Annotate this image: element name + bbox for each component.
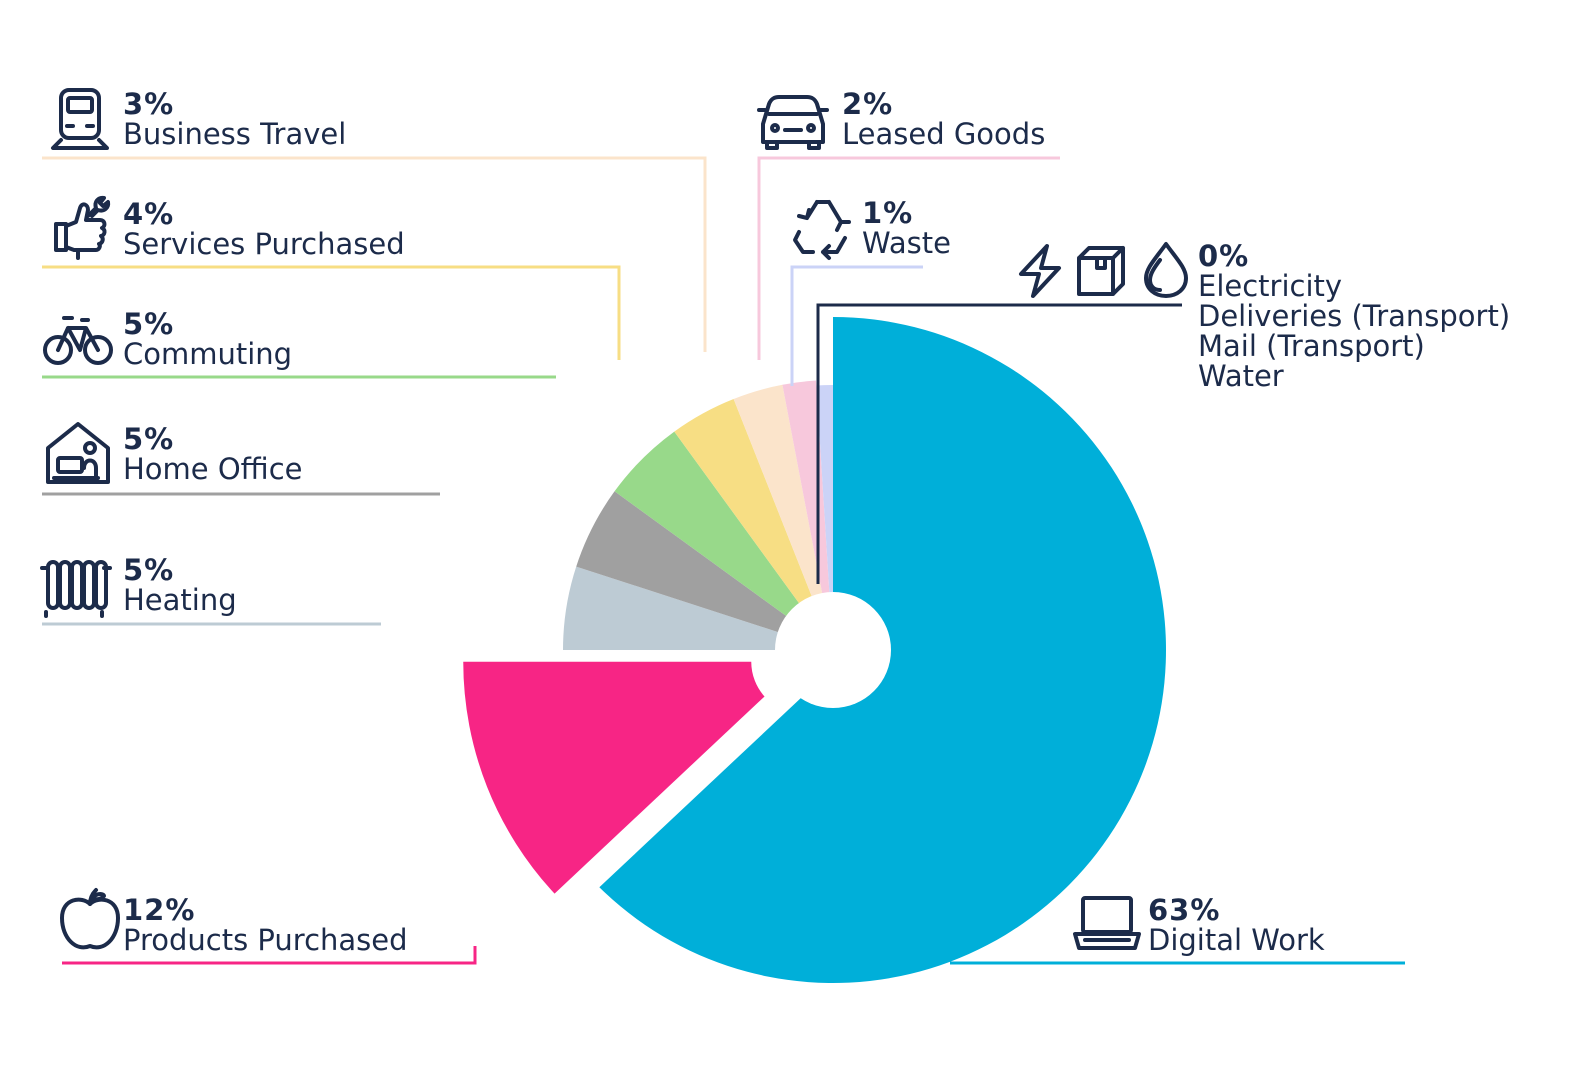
recycle-icon xyxy=(793,200,851,260)
pct-leased-goods: 2% xyxy=(842,87,893,121)
label-waste: Waste xyxy=(862,226,951,260)
leader-leased-goods xyxy=(757,156,1060,360)
label-mail-transport: Mail (Transport) xyxy=(1198,329,1425,363)
pct-zero-group: 0% xyxy=(1198,239,1249,273)
leader-lines xyxy=(42,156,1405,965)
pct-services-purchased: 4% xyxy=(123,197,174,231)
leader-products-purchased xyxy=(62,946,477,965)
lightning-icon xyxy=(1019,244,1061,298)
label-products-purchased: Products Purchased xyxy=(123,923,408,957)
label-deliveries-transport: Deliveries (Transport) xyxy=(1198,299,1510,333)
slice-business-travel xyxy=(733,384,824,602)
package-icon xyxy=(1077,246,1125,296)
pct-home-office: 5% xyxy=(123,422,174,456)
label-services-purchased: Services Purchased xyxy=(123,227,405,261)
leader-zero-group xyxy=(816,303,1182,584)
pct-heating: 5% xyxy=(123,553,174,587)
train-icon xyxy=(51,88,109,150)
slice-commuting xyxy=(614,431,803,620)
pct-waste: 1% xyxy=(862,196,913,230)
slice-products-purchased xyxy=(463,661,766,895)
pct-commuting: 5% xyxy=(123,307,174,341)
pct-products-purchased: 12% xyxy=(123,893,195,927)
water-drop-icon xyxy=(1144,242,1188,298)
car-icon xyxy=(757,95,829,150)
slice-services-purchased xyxy=(674,398,814,608)
label-digital-work: Digital Work xyxy=(1148,923,1325,957)
wrench-hand-icon xyxy=(54,195,111,260)
leader-business-travel xyxy=(42,156,707,352)
slice-heating xyxy=(563,566,784,650)
slice-waste xyxy=(816,385,833,599)
label-water: Water xyxy=(1198,359,1284,393)
leader-waste xyxy=(790,265,923,386)
leader-services-purchased xyxy=(42,265,621,360)
slice-home-office xyxy=(576,491,791,634)
bicycle-icon xyxy=(43,316,113,365)
label-electricity: Electricity xyxy=(1198,269,1342,303)
slice-digital-work xyxy=(590,317,1166,983)
label-commuting: Commuting xyxy=(123,337,292,371)
pie-slices xyxy=(463,317,1166,983)
explode-gap xyxy=(517,640,842,947)
radiator-icon xyxy=(40,560,112,618)
pct-business-travel: 3% xyxy=(123,87,174,121)
label-heating: Heating xyxy=(123,583,237,617)
label-business-travel: Business Travel xyxy=(123,117,346,151)
laptop-icon xyxy=(1073,896,1141,950)
apple-icon xyxy=(60,888,120,950)
legend-icons xyxy=(40,88,1188,950)
label-home-office: Home Office xyxy=(123,452,303,486)
label-leased-goods: Leased Goods xyxy=(842,117,1045,151)
center-hole xyxy=(775,592,891,708)
pct-digital-work: 63% xyxy=(1148,893,1220,927)
home-office-icon xyxy=(46,422,110,484)
